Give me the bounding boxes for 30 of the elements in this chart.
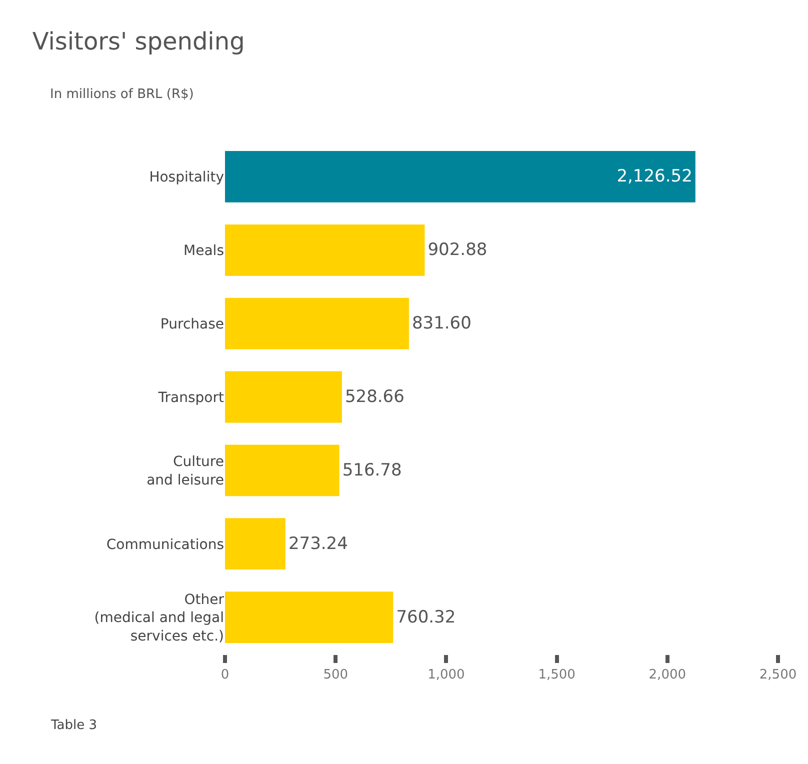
caption: Table 3 [50,718,98,733]
data-label: 528.66 [344,387,404,407]
bar [225,371,342,423]
y-tick-label: Communications [106,536,224,553]
x-tick-label: 1,000 [428,668,465,683]
chart-title: Visitors' spending [32,28,245,56]
chart-subtitle: In millions of BRL (R$) [50,87,194,102]
y-tick-label: Meals [184,243,224,260]
data-label: 273.24 [288,534,348,554]
bar [225,592,394,643]
y-tick-label: Other (medical and legal services etc.) [94,592,224,644]
data-label: 902.88 [428,240,488,260]
bar [225,224,425,276]
data-label: 516.78 [342,460,402,480]
bar [225,151,696,202]
y-tick-label: Hospitality [149,170,224,186]
x-tick-label: 1,500 [538,668,576,683]
data-label: 831.60 [412,314,472,334]
y-tick-label: Purchase [160,316,224,332]
data-label: 760.32 [396,607,456,628]
y-tick-label: Transport [157,390,224,406]
x-tick-label: 0 [220,668,230,683]
bar [225,298,409,350]
y-tick-label: Culture and leisure [146,454,224,488]
bar [225,444,340,496]
data-label: 2,126.52 [616,166,692,187]
x-tick-label: 2,000 [648,668,686,683]
bar [225,518,286,570]
x-tick-label: 2,500 [759,668,797,683]
x-tick-label: 500 [323,668,348,683]
